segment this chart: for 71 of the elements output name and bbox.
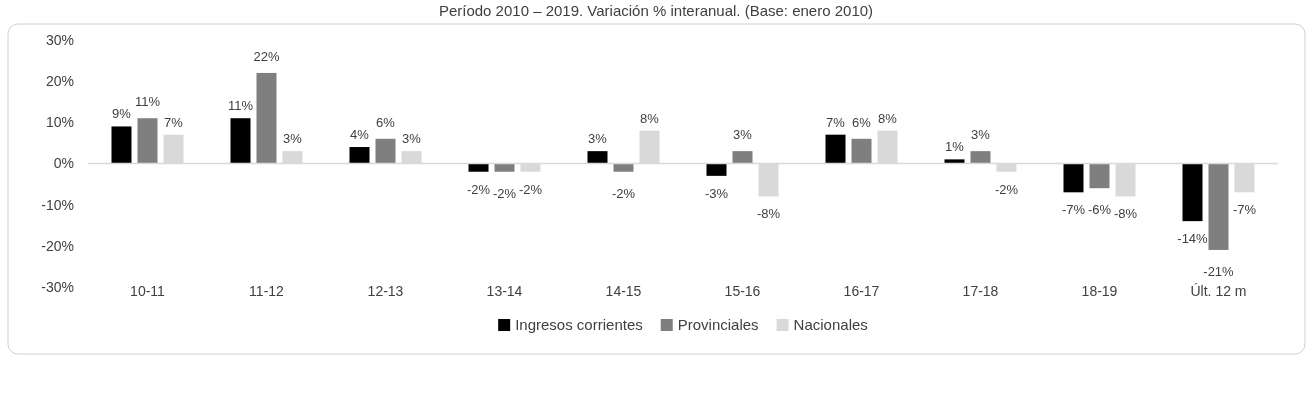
- bar: [1208, 163, 1229, 250]
- bar: [1182, 163, 1203, 222]
- bar: [706, 163, 727, 176]
- data-label: 11%: [227, 98, 254, 114]
- bar: [587, 151, 608, 164]
- x-tick-label: 15-16: [724, 282, 761, 299]
- data-label: 9%: [112, 106, 132, 122]
- data-label: 1%: [945, 139, 965, 155]
- y-tick-label: 20%: [45, 73, 74, 90]
- bar: [494, 163, 515, 172]
- legend-label: Ingresos corrientes: [515, 316, 643, 333]
- data-label: 22%: [253, 48, 280, 64]
- data-label: 7%: [826, 114, 846, 130]
- data-label: 6%: [852, 114, 872, 130]
- data-label: 6%: [376, 114, 396, 130]
- bar: [375, 138, 396, 164]
- x-tick-label: 18-19: [1081, 282, 1118, 299]
- data-label: -2%: [466, 181, 491, 197]
- bar: [349, 147, 370, 164]
- bar: [256, 72, 277, 164]
- x-tick-label: 10-11: [130, 282, 166, 299]
- data-label: 3%: [971, 127, 991, 143]
- data-label: -8%: [756, 206, 781, 222]
- data-label: -14%: [1177, 231, 1209, 247]
- data-label: 3%: [588, 131, 608, 147]
- x-tick-label: 17-18: [962, 282, 999, 299]
- x-tick-label: Últ. 12 m: [1190, 282, 1247, 299]
- x-tick-label: 11-12: [249, 282, 285, 299]
- y-tick-label: -10%: [41, 196, 74, 213]
- bar: [468, 163, 489, 172]
- bar: [111, 126, 132, 164]
- x-tick-label: 13-14: [486, 282, 523, 299]
- data-label: -2%: [518, 181, 543, 197]
- y-tick-label: 30%: [45, 31, 74, 48]
- x-tick-label: 16-17: [843, 282, 880, 299]
- y-tick-label: -20%: [41, 237, 74, 254]
- data-label: 3%: [733, 127, 753, 143]
- data-label: 3%: [402, 131, 422, 147]
- data-label: -8%: [1113, 206, 1138, 222]
- bar: [970, 151, 991, 164]
- bar: [825, 134, 846, 164]
- data-label: 7%: [164, 114, 184, 130]
- data-label: 8%: [878, 110, 898, 126]
- chart-title: Período 2010 – 2019. Variación % interanual. (Base: enero 2010): [438, 2, 874, 19]
- x-tick-label: 14-15: [605, 282, 642, 299]
- data-label: -7%: [1232, 202, 1257, 218]
- bar: [137, 118, 158, 164]
- y-tick-label: -30%: [41, 278, 74, 295]
- legend-label: Provinciales: [677, 316, 759, 333]
- data-label: -21%: [1203, 263, 1235, 279]
- bar: [732, 151, 753, 164]
- data-label: -2%: [994, 181, 1019, 197]
- data-label: -2%: [492, 185, 517, 201]
- data-label: 8%: [640, 110, 660, 126]
- bar: [613, 163, 634, 172]
- data-label: 3%: [283, 131, 303, 147]
- data-label: -2%: [611, 185, 636, 201]
- data-label: -7%: [1061, 202, 1086, 218]
- x-tick-label: 12-13: [367, 282, 404, 299]
- legend-label: Nacionales: [793, 316, 868, 333]
- y-tick-label: 0%: [53, 155, 74, 172]
- bar: [1063, 163, 1084, 193]
- data-label: -6%: [1087, 202, 1112, 218]
- data-label: -3%: [704, 185, 729, 201]
- bar: [944, 159, 965, 164]
- data-label: 11%: [134, 94, 161, 110]
- bar: [230, 118, 251, 164]
- bar: [1089, 163, 1110, 189]
- y-tick-label: 10%: [45, 114, 74, 131]
- data-label: 4%: [350, 127, 370, 143]
- bar: [851, 138, 872, 164]
